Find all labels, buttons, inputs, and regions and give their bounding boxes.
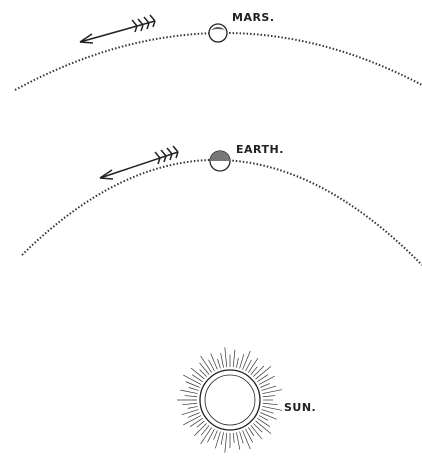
sun-ray <box>248 358 258 373</box>
sun-ray <box>185 396 197 397</box>
sun-ray <box>259 416 268 421</box>
sun-ray <box>201 427 212 444</box>
sun-ray <box>225 433 227 453</box>
sun-ray <box>194 423 206 435</box>
sun-ray <box>257 418 269 426</box>
sun-ray <box>262 406 282 410</box>
mars-arrow <box>80 15 155 43</box>
sun-ray <box>225 347 227 367</box>
page: MARS. EARTH. SUN. (() => { const data = … <box>0 0 422 472</box>
sun-ray <box>260 384 269 388</box>
diagram: MARS. EARTH. SUN. <box>0 0 422 472</box>
sun-ray <box>262 390 282 394</box>
sun-ray <box>183 416 201 425</box>
sun-ray <box>221 432 223 444</box>
sun-ray <box>236 432 239 449</box>
sun-ray <box>214 430 218 439</box>
sun-ray <box>188 413 200 418</box>
earth-label: EARTH. <box>236 143 284 156</box>
sun-ray <box>188 406 198 408</box>
sun-ray <box>259 376 274 384</box>
sun-ray <box>251 426 262 440</box>
sun-ray <box>240 354 244 368</box>
sun-ray <box>262 386 276 390</box>
mars <box>209 24 227 42</box>
sun-ray <box>180 390 197 393</box>
sun-ray <box>190 418 202 426</box>
sun-ray <box>236 358 238 368</box>
sun-ray <box>182 403 197 404</box>
sun-ray <box>233 350 235 367</box>
sun-ray <box>221 353 224 368</box>
sun <box>200 370 260 430</box>
sun-label: SUN. <box>284 401 316 414</box>
sun-ray <box>240 432 244 444</box>
sun-ray <box>201 356 212 373</box>
sun-ray <box>243 351 251 369</box>
sun-ray <box>260 413 276 420</box>
sun-ray <box>253 423 262 432</box>
sun-ray <box>233 433 234 443</box>
sun-ray <box>263 396 275 397</box>
sun-ray <box>243 430 251 448</box>
sun-ray <box>256 366 271 379</box>
sun-ray <box>263 403 278 404</box>
sun-ray <box>256 421 271 434</box>
sun-ray <box>191 368 205 379</box>
sun-ray <box>207 429 214 442</box>
sun-ray <box>262 410 274 414</box>
sun-ray <box>211 353 218 369</box>
earth-orbit <box>22 160 422 265</box>
mars-label: MARS. <box>232 11 275 24</box>
sun-ray <box>200 363 210 375</box>
sun-ray <box>248 427 254 435</box>
sun-ray <box>183 375 201 384</box>
sun-ray <box>253 366 264 377</box>
earth-shading <box>210 151 230 161</box>
earth-arrow <box>100 146 178 179</box>
sun-ray <box>218 359 221 369</box>
sun-ray <box>189 388 199 391</box>
